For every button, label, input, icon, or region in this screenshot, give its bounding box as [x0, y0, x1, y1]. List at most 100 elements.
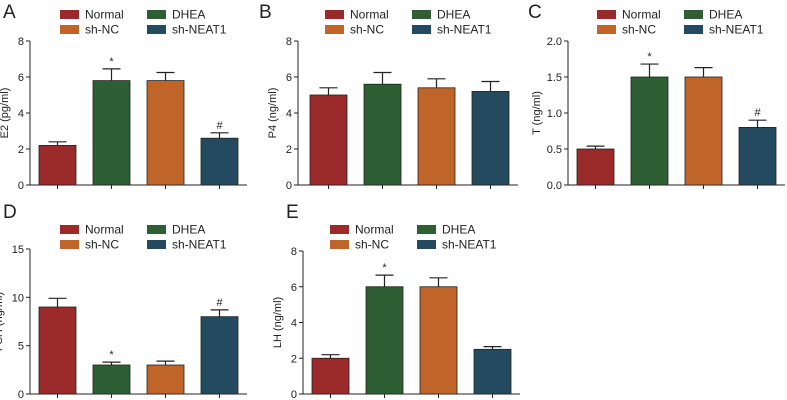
legend-swatch — [60, 10, 79, 19]
bar — [471, 91, 510, 186]
legend-swatch — [325, 25, 344, 34]
legend-swatch — [147, 225, 166, 234]
legend-swatch — [417, 225, 436, 234]
significance-mark: # — [216, 297, 223, 309]
legend-label: sh-NEAT1 — [172, 23, 227, 37]
legend-label: sh-NC — [85, 238, 119, 252]
y-tick-label: 10 — [12, 292, 24, 304]
y-tick-label: 1.5 — [547, 72, 562, 84]
legend-label: Normal — [350, 8, 389, 22]
panel-a: A Normal DHEA sh-NC sh-NEAT1 0 2 4 6 8 E2 (pg/ml) *… — [0, 2, 247, 192]
legend-label: DHEA — [437, 8, 470, 22]
legend-label: sh-NEAT1 — [709, 23, 764, 37]
significance-mark: # — [754, 107, 761, 119]
legend-label: Normal — [85, 8, 124, 22]
legend-swatch — [417, 240, 436, 249]
panel-letter: E — [286, 202, 299, 223]
legend-swatch — [684, 10, 703, 19]
y-tick-label: 8 — [18, 36, 24, 48]
panel-letter: D — [3, 202, 17, 223]
y-tick-label: 1.0 — [547, 108, 562, 120]
legend-label: sh-NC — [622, 23, 656, 37]
bar — [363, 83, 402, 186]
bar — [417, 87, 456, 186]
y-axis-title: FSH (ng/ml) — [0, 292, 5, 351]
legend-swatch — [147, 25, 166, 34]
legend-swatch — [60, 25, 79, 34]
legend-swatch — [325, 10, 344, 19]
bar — [311, 357, 350, 395]
y-tick-label: 4 — [18, 108, 24, 120]
y-tick-label: 0 — [291, 389, 297, 400]
panel-c: C Normal DHEA sh-NC sh-NEAT1 0.0 0.5 1.0 1.5 2.0 T… — [528, 2, 785, 192]
y-tick-label: 4 — [291, 318, 297, 330]
panel-b: B Normal DHEA sh-NC sh-NEAT1 0 2 4 6 8 P4 (ng/ml) — [259, 2, 518, 192]
y-axis-title: LH (ng/ml) — [272, 297, 284, 348]
y-tick-label: 8 — [286, 36, 292, 48]
legend-label: Normal — [622, 8, 661, 22]
bar — [38, 144, 77, 186]
panel-letter: B — [259, 2, 272, 23]
significance-mark: * — [382, 262, 387, 274]
y-tick-label: 2 — [286, 144, 292, 156]
bar — [576, 148, 615, 186]
legend-swatch — [60, 240, 79, 249]
bar — [630, 76, 669, 186]
y-tick-label: 2.0 — [547, 36, 562, 48]
y-tick-label: 0 — [286, 180, 292, 192]
bar — [738, 127, 777, 186]
legend-label: DHEA — [172, 8, 205, 22]
panel-e: E Normal DHEA sh-NC sh-NEAT1 0 2 4 6 8 LH (ng/ml) * — [272, 202, 520, 400]
bar — [146, 364, 185, 395]
legend-swatch — [597, 10, 616, 19]
y-tick-label: 6 — [286, 72, 292, 84]
bar — [365, 286, 404, 395]
y-tick-label: 0 — [18, 389, 24, 400]
legend-swatch — [330, 240, 349, 249]
significance-mark: * — [109, 349, 114, 361]
significance-mark: * — [647, 51, 652, 63]
y-tick-label: 0 — [18, 180, 24, 192]
legend-swatch — [597, 25, 616, 34]
y-tick-label: 8 — [291, 246, 297, 258]
bar — [684, 76, 723, 186]
y-tick-label: 2 — [291, 353, 297, 365]
significance-mark: * — [109, 56, 114, 68]
significance-mark: # — [216, 120, 223, 132]
bar — [92, 80, 131, 186]
panel-letter: C — [528, 2, 542, 23]
legend-label: sh-NEAT1 — [172, 238, 227, 252]
legend-label: DHEA — [172, 223, 205, 237]
y-axis-title: P4 (ng/ml) — [267, 88, 279, 139]
bar — [419, 286, 458, 395]
panel-d: D Normal DHEA sh-NC sh-NEAT1 0 5 10 15 FSH (ng/ml… — [0, 202, 247, 400]
bar — [473, 348, 512, 395]
legend-swatch — [412, 10, 431, 19]
y-tick-label: 2 — [18, 144, 24, 156]
y-axis-title: T (ng/ml) — [531, 91, 543, 135]
bar — [309, 94, 348, 186]
legend-label: sh-NEAT1 — [442, 238, 497, 252]
legend-label: Normal — [85, 223, 124, 237]
panel-letter: A — [3, 2, 16, 23]
legend-swatch — [684, 25, 703, 34]
legend-label: DHEA — [709, 8, 742, 22]
bar — [38, 306, 77, 395]
y-tick-label: 4 — [286, 108, 292, 120]
bar — [146, 80, 185, 186]
legend-label: sh-NC — [350, 23, 384, 37]
y-axis-title: E2 (pg/ml) — [0, 88, 11, 139]
y-tick-label: 6 — [291, 282, 297, 294]
legend-swatch — [330, 225, 349, 234]
legend-label: sh-NC — [355, 238, 389, 252]
legend-swatch — [147, 240, 166, 249]
legend-swatch — [60, 225, 79, 234]
legend-swatch — [412, 25, 431, 34]
bar — [200, 316, 239, 395]
bar — [92, 364, 131, 395]
y-tick-label: 5 — [18, 341, 24, 353]
legend-label: DHEA — [442, 223, 475, 237]
y-tick-label: 6 — [18, 72, 24, 84]
legend-label: sh-NEAT1 — [437, 23, 492, 37]
